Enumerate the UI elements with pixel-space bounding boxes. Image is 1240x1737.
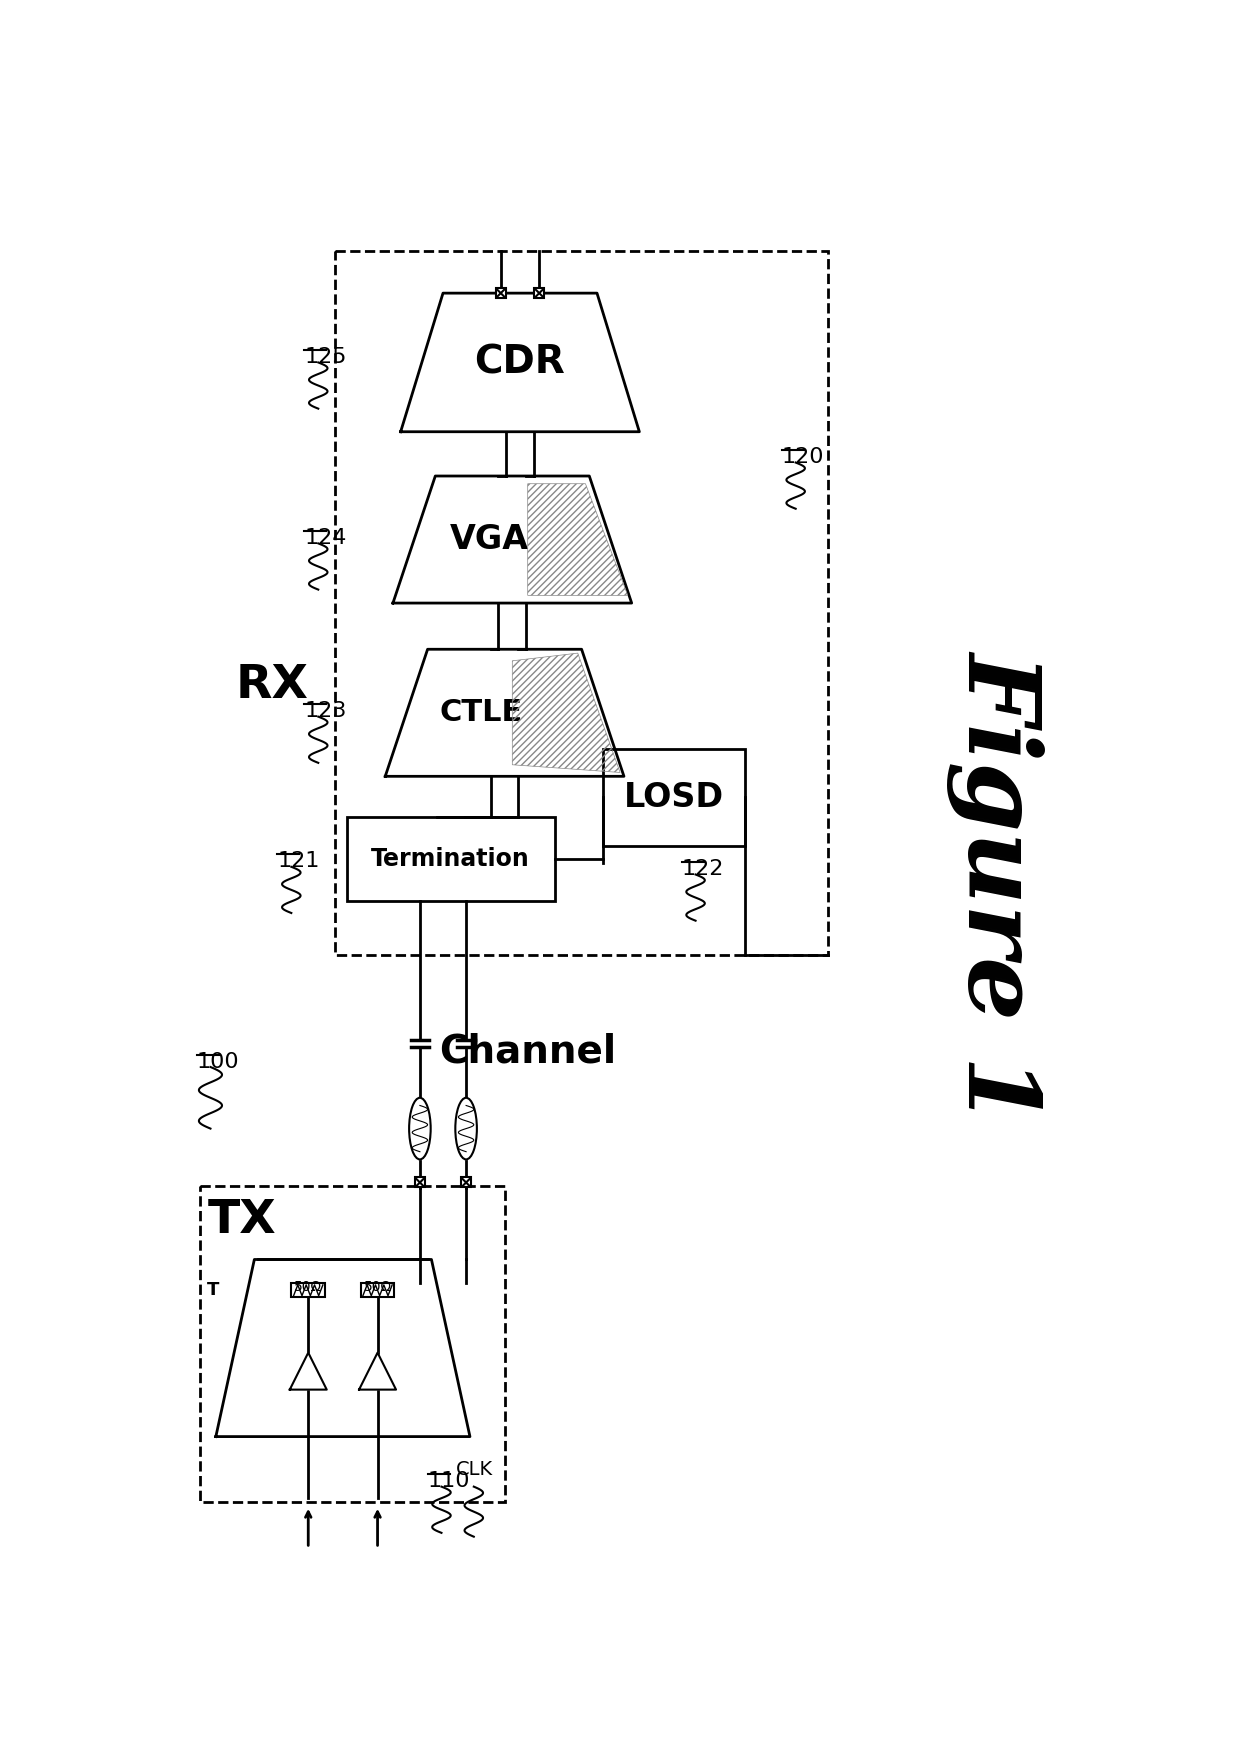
Text: 125: 125 [304, 347, 347, 367]
Bar [201, 1186, 505, 1503]
Bar [534, 288, 544, 299]
Polygon shape [393, 476, 631, 603]
Text: 121: 121 [278, 851, 320, 872]
Text: VGA: VGA [450, 523, 528, 556]
Ellipse shape [409, 1098, 430, 1159]
Text: Channel: Channel [439, 1032, 616, 1070]
Text: RX: RX [236, 664, 309, 709]
Polygon shape [386, 650, 624, 776]
Text: Termination: Termination [371, 848, 529, 870]
Text: 122: 122 [682, 860, 724, 879]
Text: Figure 1: Figure 1 [949, 650, 1047, 1122]
Polygon shape [360, 1353, 396, 1390]
Bar [603, 749, 745, 846]
Text: 110: 110 [428, 1471, 470, 1492]
Text: 50Ω: 50Ω [363, 1280, 392, 1294]
Text: CLK: CLK [456, 1459, 494, 1478]
Bar [291, 1284, 325, 1298]
Bar [335, 250, 828, 955]
Text: CDR: CDR [475, 344, 565, 382]
Polygon shape [216, 1259, 470, 1436]
Text: TX: TX [208, 1199, 277, 1244]
Ellipse shape [455, 1098, 477, 1159]
Text: 100: 100 [197, 1051, 239, 1072]
Bar [461, 1178, 471, 1188]
Text: CTLE: CTLE [440, 698, 523, 728]
Text: 50Ω: 50Ω [294, 1280, 322, 1294]
Text: LOSD: LOSD [624, 782, 724, 815]
Text: T: T [207, 1282, 219, 1299]
Text: 123: 123 [304, 702, 347, 721]
Polygon shape [290, 1353, 326, 1390]
Text: 124: 124 [304, 528, 347, 547]
Bar [415, 1178, 425, 1188]
Bar [496, 288, 506, 299]
Text: 120: 120 [781, 446, 825, 467]
Bar [361, 1284, 394, 1298]
Bar [347, 816, 554, 902]
Polygon shape [401, 294, 640, 433]
